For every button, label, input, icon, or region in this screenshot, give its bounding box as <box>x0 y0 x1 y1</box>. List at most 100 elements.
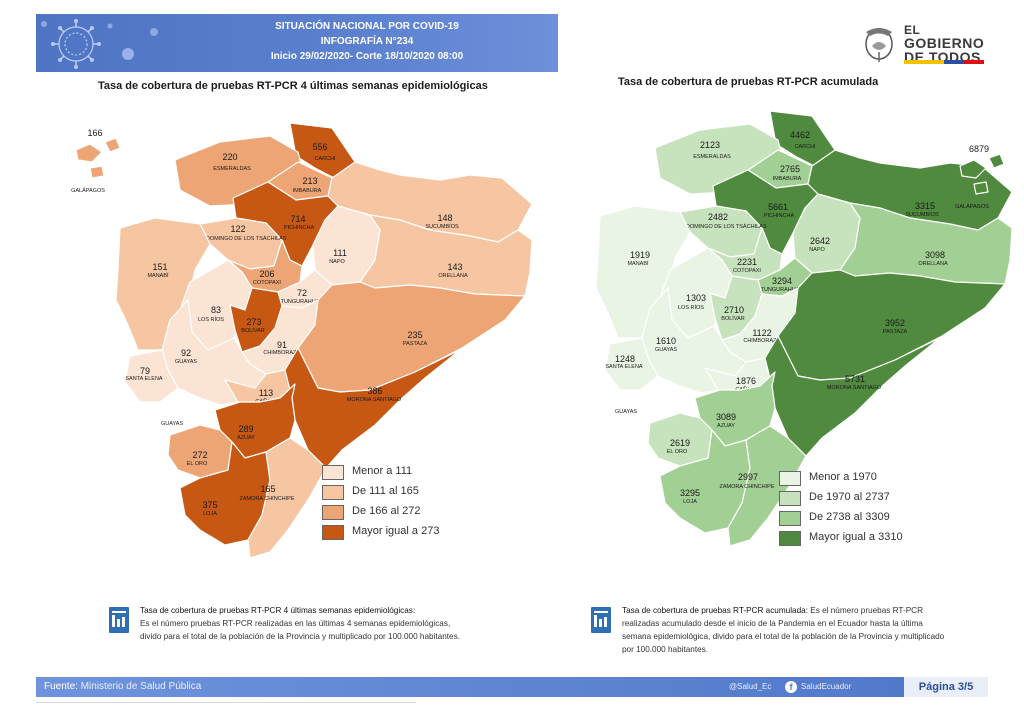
province-value-galapagos: 6879 <box>969 144 989 154</box>
province-name-carchi: CARCHI <box>794 144 816 150</box>
province-value-santa-elena: 1248 <box>615 354 635 364</box>
province-name-santo-domingo-de-los-tsachilas: SANTO DOMINGO DE LOS TSÁCHILAS <box>666 223 767 230</box>
province-name-sucumbios: SUCUMBÍOS <box>905 211 939 218</box>
page-footer: Fuente: Ministerio de Salud Pública @Sal… <box>36 677 988 697</box>
province-value-el-oro: 2619 <box>670 438 690 448</box>
province-value-imbabura: 2765 <box>780 164 800 174</box>
legend-item: De 166 al 272 <box>322 503 482 523</box>
province-value-sucumbios: 148 <box>437 213 452 223</box>
legend-item: Mayor igual a 273 <box>322 523 482 543</box>
province-name-tungurahua: TUNGURAHUA <box>761 287 800 293</box>
province-name-loja: LOJA <box>683 499 697 505</box>
province-value-loja: 375 <box>202 500 217 510</box>
document-chart-icon <box>591 607 611 633</box>
province-value-tungurahua: 3294 <box>772 276 792 286</box>
province-value-cotopaxi: 2231 <box>737 257 757 267</box>
province-value-santo-domingo-de-los-tsachilas: 2482 <box>708 212 728 222</box>
legend-swatch <box>779 471 801 486</box>
logo-line-2: GOBIERNO <box>904 35 985 51</box>
province-value-manabi: 151 <box>152 262 167 272</box>
province-galapagos <box>959 153 1005 195</box>
report-header: SITUACIÓN NACIONAL POR COVID-19 INFOGRAF… <box>36 14 558 72</box>
map-svg: 4462 CARCHI 2123 ESMERALDAS 2765 IMBABURA 5661… <box>595 110 1013 547</box>
header-infographic-number: INFOGRAFÍA N°234 <box>320 36 414 47</box>
province-value-tungurahua: 72 <box>297 288 307 298</box>
map-svg: 556 CARCHI 220 ESMERALDAS 213 IMBABURA 714PICH… <box>71 122 533 559</box>
province-name-cotopaxi: COTOPAXI <box>253 280 281 286</box>
province-name-chimborazo: CHIMBORAZO <box>743 338 781 344</box>
legend-swatch <box>322 465 344 480</box>
province-name-santa-elena: SANTA ELENA <box>605 364 643 370</box>
right-choropleth-map: 4462 CARCHI 2123 ESMERALDAS 2765 IMBABURA 5661… <box>550 108 1020 563</box>
legend-swatch <box>322 505 344 520</box>
province-value-manabi: 1919 <box>630 250 650 260</box>
province-zamora-chinchipe <box>727 425 807 547</box>
province-value-esmeraldas: 220 <box>222 152 237 162</box>
province-santa-elena <box>604 337 659 391</box>
province-name-morona-santiago: MORONA SANTIAGO <box>827 385 882 391</box>
province-name-esmeraldas: ESMERALDAS <box>693 154 731 160</box>
footer-divider <box>36 702 416 703</box>
province-value-pichincha: 5661 <box>768 202 788 212</box>
government-logo: EL GOBIERNO DE TODOS <box>858 22 988 66</box>
province-value-esmeraldas: 2123 <box>700 140 720 150</box>
province-value-canar: 113 <box>259 388 273 398</box>
right-note-text: Tasa de cobertura de pruebas RT-PCR acum… <box>622 604 952 656</box>
legend-label: De 2738 al 3309 <box>809 511 890 523</box>
province-value-cotopaxi: 206 <box>259 269 274 279</box>
province-name-galapagos: GALÁPAGOS <box>955 203 989 210</box>
province-name-loja: LOJA <box>203 511 217 517</box>
province-name-guayas: GUAYAS <box>175 359 197 365</box>
province-value-chimborazo: 91 <box>277 340 287 350</box>
province-value-chimborazo: 1122 <box>752 328 771 338</box>
province-value-napo: 2642 <box>810 236 830 246</box>
province-value-sucumbios: 3315 <box>915 201 935 211</box>
province-value-guayas: 92 <box>181 348 191 358</box>
province-name-zamora-chinchipe: ZAMORA CHINCHIPE <box>239 496 294 502</box>
province-zamora-chinchipe <box>247 437 327 559</box>
province-name-galapagos: GALÁPAGOS <box>71 187 105 194</box>
province-name-cotopaxi: COTOPAXI <box>733 268 761 274</box>
province-name-pichincha: PICHINCHA <box>284 225 315 231</box>
facebook-handle[interactable]: SaludEcuador <box>801 682 852 691</box>
province-value-los-rios: 1303 <box>686 293 706 303</box>
province-value-zamora-chinchipe: 2997 <box>738 472 758 482</box>
legend-item: De 111 al 165 <box>322 483 482 503</box>
legend-swatch <box>779 531 801 546</box>
province-name-zamora-chinchipe: ZAMORA CHINCHIPE <box>719 484 774 490</box>
province-name-bolivar: BOLÍVAR <box>241 327 264 334</box>
legend-label: Menor a 111 <box>352 465 413 477</box>
province-value-los-rios: 83 <box>211 305 221 315</box>
province-name-pastaza: PASTAZA <box>403 341 428 347</box>
province-morona-santiago <box>284 347 461 469</box>
province-name-orellana: ORELLANA <box>438 273 468 279</box>
province-name-el-oro: EL ORO <box>667 449 688 455</box>
twitter-handle[interactable]: @Salud_Ec <box>729 682 772 691</box>
legend-item: De 1970 al 2737 <box>779 489 939 509</box>
province-value-zamora-chinchipe: 165 <box>260 484 275 494</box>
virus-illustration-icon <box>41 19 158 69</box>
legend-swatch <box>322 525 344 540</box>
left-definition-note: Tasa de cobertura de pruebas RT-PCR 4 úl… <box>108 604 470 660</box>
right-note-title: Tasa de cobertura de pruebas RT-PCR acum… <box>622 606 808 615</box>
province-name-guayas: GUAYAS <box>655 347 677 353</box>
province-santa-elena <box>124 349 179 403</box>
province-value-bolivar: 2710 <box>724 305 744 315</box>
legend-item: Menor a 111 <box>322 463 482 483</box>
province-value-guayas: 1610 <box>656 336 676 346</box>
province-value-carchi: 556 <box>312 142 327 152</box>
province-value-el-oro: 272 <box>192 450 207 460</box>
province-name-los-rios: LOS RÍOS <box>198 316 224 323</box>
province-name-morona-santiago: MORONA SANTIAGO <box>347 397 402 403</box>
legend-swatch <box>779 491 801 506</box>
province-value-canar: 1876 <box>736 376 756 386</box>
province-value-morona-santiago: 5731 <box>845 374 865 384</box>
province-name-sucumbios: SUCUMBÍOS <box>425 223 459 230</box>
header-date-range: Inicio 29/02/2020- Corte 18/10/2020 08:0… <box>270 51 464 62</box>
left-map-legend: Menor a 111 De 111 al 165 De 166 al 272 May… <box>322 463 482 543</box>
province-name-azuay: AZUAY <box>237 435 255 441</box>
facebook-icon: f <box>785 681 797 693</box>
province-value-morona-santiago: 386 <box>367 386 382 396</box>
province-value-santo-domingo-de-los-tsachilas: 122 <box>230 224 245 234</box>
province-value-orellana: 3098 <box>925 250 945 260</box>
